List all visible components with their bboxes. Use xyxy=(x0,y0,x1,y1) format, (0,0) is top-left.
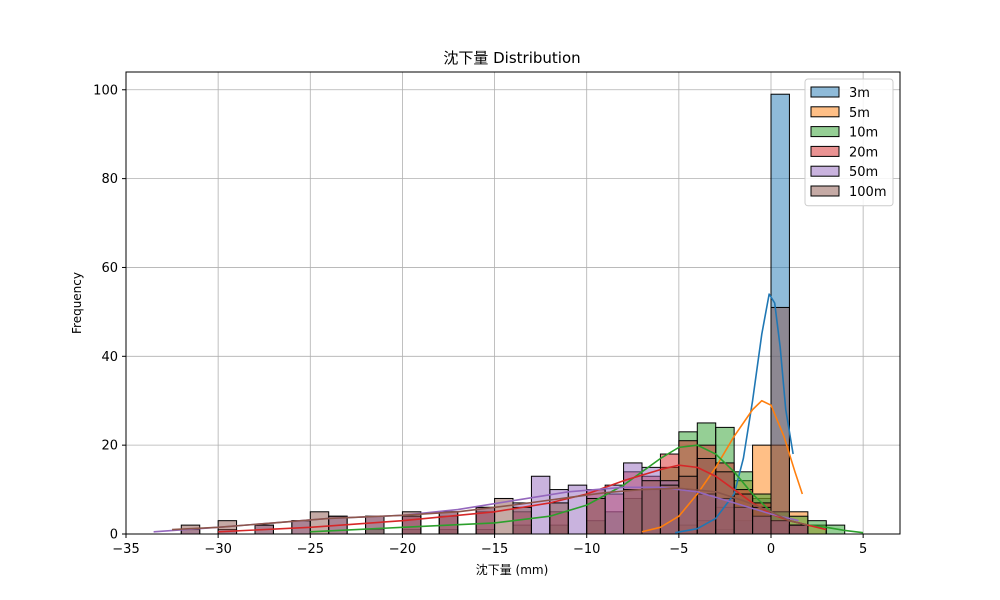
x-tick-label: 0 xyxy=(767,542,775,557)
y-tick-label: 40 xyxy=(101,350,118,365)
legend-label: 100m xyxy=(849,185,886,200)
y-tick-label: 80 xyxy=(101,172,118,187)
kde-line-5m xyxy=(641,399,804,533)
x-tick-label: −30 xyxy=(204,542,231,557)
histogram-bar-100m xyxy=(623,489,643,535)
chart-title: 沈下量 Distribution xyxy=(443,49,580,67)
histogram-bar-100m xyxy=(549,502,569,535)
legend-label: 50m xyxy=(849,165,878,180)
y-tick-label: 60 xyxy=(101,261,118,276)
kde-line-3m xyxy=(675,293,794,534)
x-tick-label: 5 xyxy=(859,542,867,557)
y-tick-label: 20 xyxy=(101,439,118,454)
x-tick-label: −25 xyxy=(297,542,324,557)
bar-layer xyxy=(180,93,846,535)
legend-swatch xyxy=(810,86,840,98)
x-tick-label: −35 xyxy=(112,542,139,557)
histogram-bar-100m xyxy=(365,515,385,535)
y-tick-label: 0 xyxy=(110,528,118,543)
y-axis-ticks: 0 20 40 60 80 100 xyxy=(93,83,126,543)
x-tick-label: −15 xyxy=(481,542,508,557)
histogram-bar-100m xyxy=(659,484,680,535)
legend-swatch xyxy=(810,126,840,138)
x-axis-label: 沈下量 (mm) xyxy=(476,562,549,577)
plot-frame xyxy=(125,71,901,535)
x-tick-label: −10 xyxy=(573,542,600,557)
legend: 3m 5m 10m 20m 50m 100m xyxy=(804,78,894,207)
legend-swatch xyxy=(810,165,840,177)
legend-label: 5m xyxy=(849,106,870,121)
legend-label: 10m xyxy=(849,126,878,141)
legend-swatch xyxy=(810,145,840,157)
y-axis-label: Frequency xyxy=(70,272,84,334)
kde-line-100m xyxy=(172,487,809,531)
legend-label: 20m xyxy=(849,145,878,160)
histogram-bar-100m xyxy=(788,524,809,535)
legend-swatch xyxy=(810,106,840,118)
legend-swatch xyxy=(810,185,840,197)
y-tick-label: 100 xyxy=(93,83,118,98)
x-tick-label: −20 xyxy=(389,542,416,557)
x-tick-label: −5 xyxy=(669,542,688,557)
legend-label: 3m xyxy=(849,86,870,101)
x-axis-ticks: −35 −30 −25 −20 −15 −10 −5 0 5 xyxy=(112,534,867,557)
kde-lines xyxy=(153,293,864,534)
